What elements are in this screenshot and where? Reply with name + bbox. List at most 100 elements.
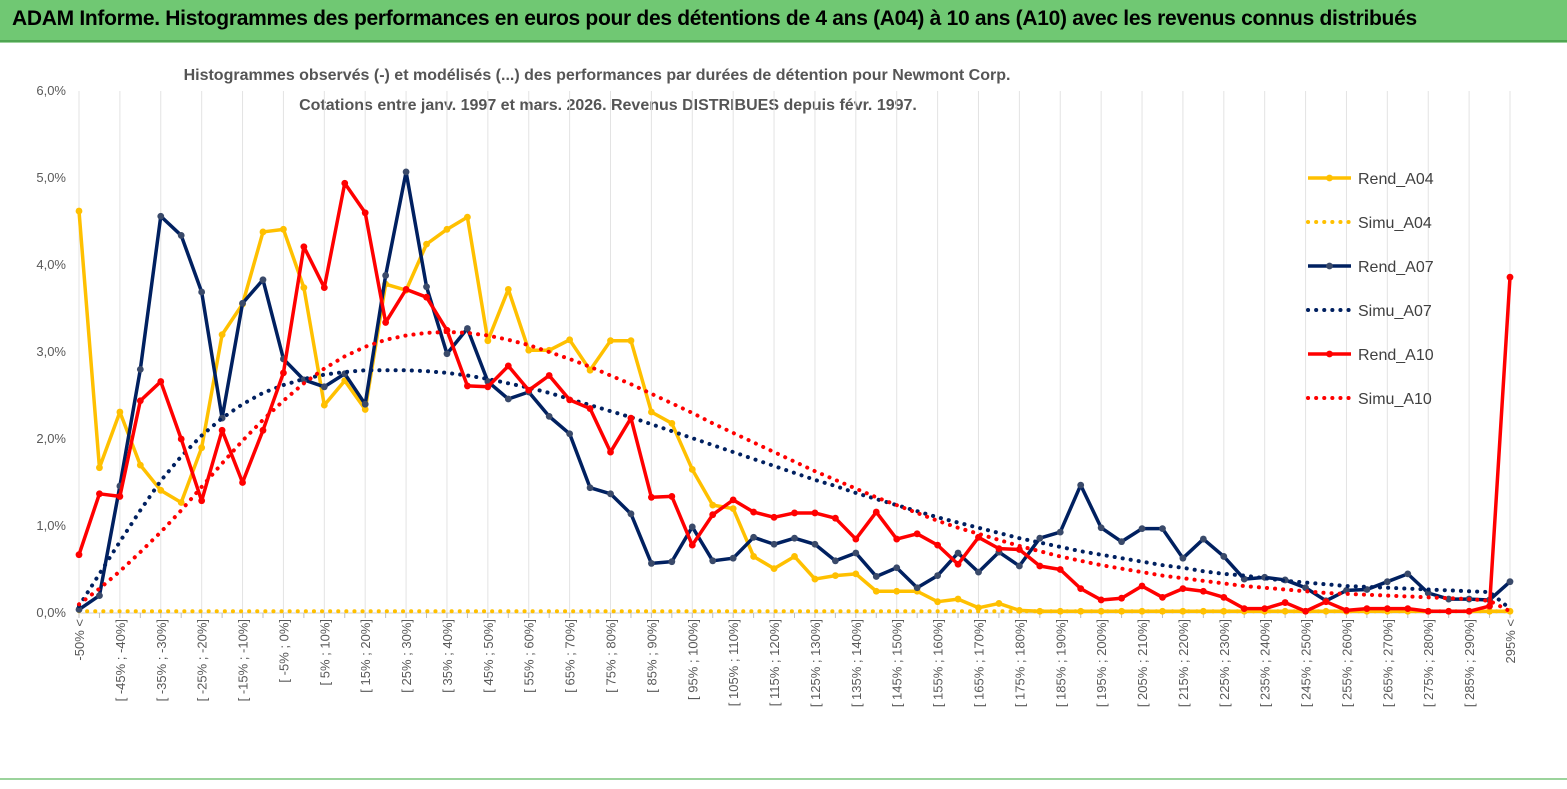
y-tick-label: 0,0% [36, 605, 66, 620]
data-point-rend-a10 [218, 426, 226, 434]
data-point-rend-a07 [177, 232, 185, 239]
data-point-rend-a04 [975, 604, 982, 612]
data-point-rend-a10 [1097, 596, 1105, 604]
data-point-rend-a07 [382, 272, 390, 279]
y-tick-label: 5,0% [36, 170, 66, 185]
data-point-rend-a07 [852, 549, 860, 557]
data-point-rend-a04 [566, 336, 574, 344]
data-point-rend-a07 [648, 560, 655, 567]
data-point-rend-a04 [831, 572, 839, 579]
data-point-rend-a07 [157, 212, 165, 220]
data-point-rend-a10 [1118, 594, 1125, 602]
data-point-rend-a07 [566, 430, 574, 438]
data-point-rend-a04 [1036, 607, 1044, 615]
chart-frame: Histogrammes observés (-) et modélisés (… [0, 42, 1567, 780]
data-point-rend-a10 [1506, 273, 1514, 281]
data-point-rend-a07 [504, 395, 512, 403]
legend: Rend_A04 Simu_A04 Rend_A07 Simu_A07 Rend_A10… [1306, 171, 1434, 408]
data-point-rend-a10 [831, 514, 839, 522]
grid-lines [78, 91, 1511, 614]
data-point-rend-a04 [443, 225, 451, 233]
data-point-rend-a04 [893, 587, 901, 595]
data-point-rend-a10 [341, 179, 349, 187]
series-line-rend-a07 [78, 170, 1512, 611]
x-tick-label: [ 185% ; 190%] [1053, 619, 1068, 707]
data-point-rend-a10 [1383, 605, 1391, 613]
data-point-rend-a10 [239, 479, 246, 486]
data-point-rend-a10 [1343, 606, 1350, 614]
data-point-rend-a07 [75, 606, 83, 613]
data-point-rend-a07 [729, 554, 737, 562]
x-tick-label: [ 205% ; 210%] [1135, 619, 1150, 707]
x-tick-label: [ 125% ; 130%] [808, 619, 823, 707]
data-point-rend-a07 [1015, 562, 1023, 570]
data-point-rend-a10 [96, 490, 103, 498]
x-tick-label: [ 245% ; 250%] [1299, 619, 1314, 707]
data-point-rend-a10 [729, 496, 737, 504]
data-point-rend-a07 [1036, 534, 1044, 542]
chart-title: Histogrammes observés (-) et modélisés (… [184, 67, 1011, 84]
legend-label-rend-a04: Rend_A04 [1358, 171, 1434, 188]
data-point-rend-a04 [729, 505, 737, 512]
data-point-rend-a07 [688, 523, 696, 531]
data-point-rend-a07 [627, 510, 635, 518]
data-point-rend-a07 [423, 283, 430, 291]
data-point-rend-a07 [136, 366, 144, 373]
data-point-rend-a10 [198, 497, 206, 505]
data-point-rend-a04 [423, 240, 430, 248]
data-point-rend-a04 [791, 553, 798, 560]
data-point-rend-a10 [791, 509, 798, 517]
data-point-rend-a07 [1179, 554, 1187, 562]
legend-marker-rend-a07 [1326, 262, 1333, 270]
x-tick-label: [ 115% ; 120%] [767, 619, 782, 706]
x-tick-label: [ 135% ; 140%] [849, 619, 864, 707]
data-point-rend-a10 [1138, 582, 1146, 590]
legend-label-simu-a10: Simu_A10 [1358, 391, 1432, 408]
data-point-rend-a07 [239, 299, 246, 307]
x-tick-label: [ -15% ; -10%] [236, 619, 251, 701]
data-point-rend-a07 [545, 412, 553, 420]
data-point-rend-a07 [954, 549, 962, 557]
data-point-rend-a10 [361, 209, 369, 217]
data-point-rend-a07 [586, 484, 594, 492]
data-point-rend-a07 [913, 584, 921, 592]
data-point-rend-a10 [1322, 598, 1330, 606]
data-point-rend-a04 [300, 284, 308, 292]
data-point-rend-a07 [443, 350, 451, 358]
x-tick-label: [ 95% ; 100%] [685, 619, 700, 700]
data-point-rend-a04 [177, 499, 185, 506]
data-point-rend-a10 [525, 386, 533, 394]
data-point-rend-a04 [96, 464, 103, 472]
data-point-rend-a10 [1220, 593, 1228, 601]
data-point-rend-a10 [668, 493, 676, 500]
data-point-rend-a10 [136, 397, 144, 405]
y-tick-label: 6,0% [36, 83, 66, 98]
data-point-rend-a10 [934, 541, 941, 549]
y-axis: 0,0% 1,0% 2,0% 3,0% 4,0% 5,0% 6,0% [36, 83, 66, 620]
data-point-rend-a10 [1404, 605, 1412, 613]
x-tick-label: [ 225% ; 230%] [1217, 619, 1232, 707]
x-tick-label: [ 75% ; 80%] [604, 619, 619, 693]
data-point-rend-a04 [668, 419, 676, 427]
data-point-rend-a04 [586, 366, 594, 374]
x-tick-label: -50% < [72, 619, 87, 661]
x-tick-label: [ 55% ; 60%] [522, 619, 537, 693]
data-point-rend-a10 [545, 372, 553, 379]
data-point-rend-a04 [259, 228, 267, 236]
data-point-rend-a07 [1056, 528, 1064, 536]
x-tick-label: [ 105% ; 110%] [726, 619, 741, 706]
legend-marker-rend-a04 [1326, 174, 1333, 182]
data-point-rend-a04 [280, 225, 287, 233]
data-point-rend-a10 [1486, 602, 1493, 610]
data-point-rend-a07 [361, 400, 369, 408]
x-tick-label: [ 275% ; 280%] [1421, 619, 1436, 707]
data-point-rend-a10 [1159, 593, 1166, 601]
data-point-rend-a10 [259, 426, 267, 434]
data-point-rend-a07 [791, 534, 798, 542]
data-point-rend-a04 [525, 346, 533, 354]
data-point-rend-a10 [1036, 562, 1044, 570]
data-point-rend-a10 [607, 448, 614, 456]
x-tick-label: [ 5% ; 10%] [317, 619, 332, 685]
data-point-rend-a10 [770, 513, 778, 521]
legend-label-simu-a07: Simu_A07 [1358, 303, 1432, 320]
